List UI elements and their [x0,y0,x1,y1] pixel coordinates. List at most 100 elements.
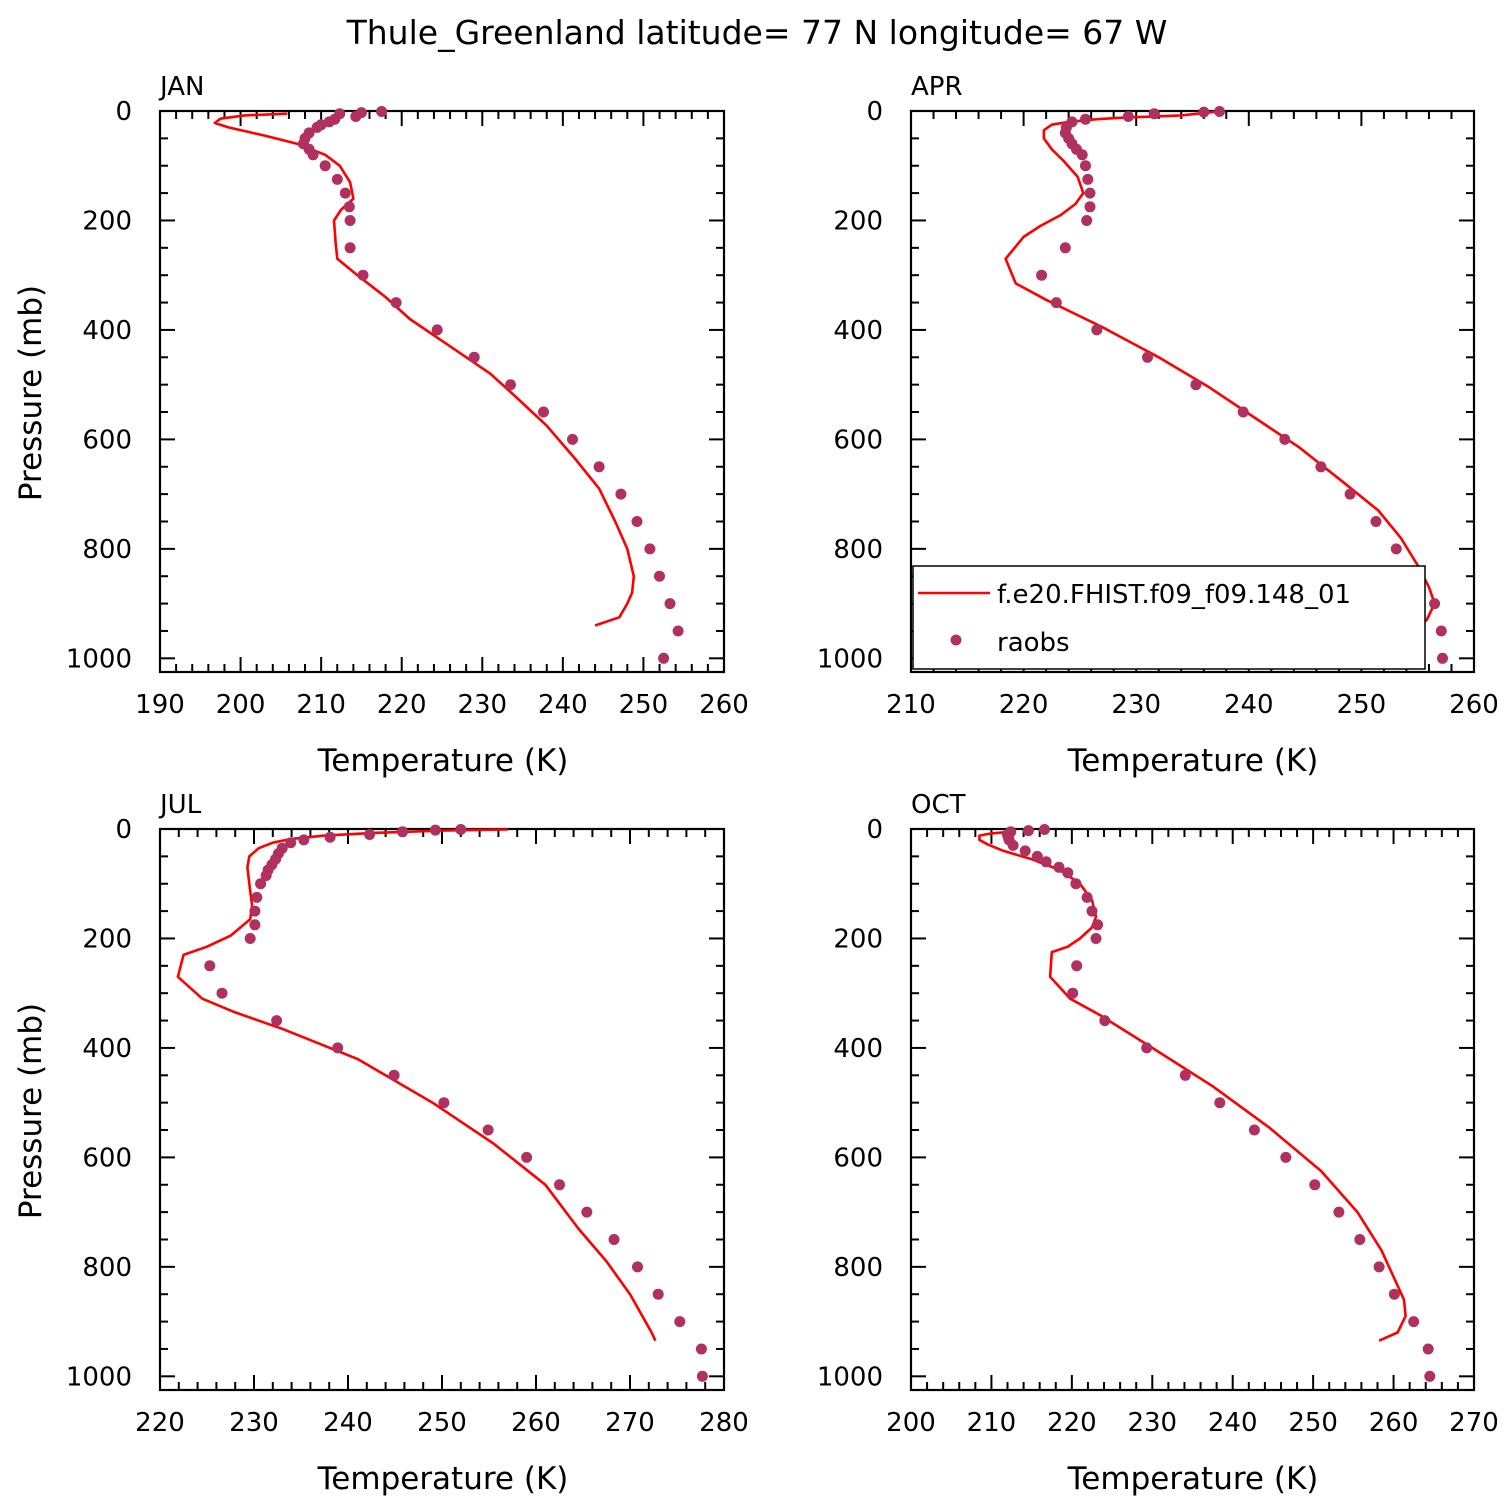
panel-label-jan: JAN [158,72,204,102]
y-tick-label-apr: 800 [833,535,883,565]
y-axis-title-jan: Pressure (mb) [13,285,49,501]
y-tick-label-jan: 800 [82,535,132,565]
raobs-point-oct [1090,933,1102,944]
raobs-point-jul [324,831,336,843]
x-tick-label-jan: 210 [296,690,346,720]
raobs-point-jan [319,160,331,172]
raobs-point-jul [364,829,376,840]
raobs-point-apr [1080,113,1091,125]
raobs-point-oct [1248,1124,1260,1136]
x-tick-label-jan: 230 [457,690,507,720]
raobs-point-apr [1091,324,1103,336]
raobs-point-jul [298,834,310,846]
legend-obs-label: raobs [997,628,1070,658]
raobs-point-jan [468,351,480,363]
raobs-point-jul [696,1370,708,1382]
raobs-point-apr [1076,149,1088,161]
x-tick-label-jan: 220 [377,690,427,720]
raobs-point-apr [1036,269,1048,281]
y-tick-label-jan: 200 [82,206,132,236]
main-title: Thule_Greenland latitude= 77 N longitude… [346,13,1168,52]
raobs-point-oct [1070,878,1082,890]
raobs-point-jul [554,1179,565,1191]
raobs-point-apr [1050,297,1062,309]
raobs-point-jul [271,1015,283,1027]
raobs-point-apr [1084,201,1096,213]
y-tick-label-oct: 1000 [817,1362,883,1392]
raobs-point-oct [1333,1206,1345,1218]
raobs-point-apr [1214,106,1225,117]
plot-frame-oct [909,827,1476,1392]
raobs-point-apr [1198,106,1210,118]
panel-oct: OCT Temperature (K) 200 210 220 230 240 250 26… [817,790,1499,1497]
raobs-point-jul [455,824,467,835]
raobs-point-jul [632,1261,643,1273]
raobs-point-oct [1214,1097,1226,1109]
x-tick-label-jul: 260 [511,1408,561,1438]
raobs-point-jul [652,1288,664,1300]
y-tick-label-oct: 600 [833,1143,883,1173]
x-tick-label-oct: 200 [886,1408,936,1438]
raobs-point-jan [311,121,323,133]
raobs-point-jan [631,516,643,527]
raobs-point-oct [1086,905,1098,917]
x-tick-label-jul: 240 [323,1408,373,1438]
y-tick-label-oct: 200 [833,924,883,954]
raobs-point-oct [1040,856,1052,868]
legend-marker-swatch [950,634,962,646]
y-tick-label-apr: 400 [833,316,883,346]
y-tick-label-jan: 400 [82,316,132,346]
raobs-point-oct [1388,1288,1400,1300]
raobs-point-apr [1084,187,1096,199]
y-tick-label-apr: 600 [833,425,883,455]
raobs-point-jan [567,433,578,445]
raobs-point-oct [1007,839,1019,851]
x-axis-title-apr: Temperature (K) [1067,743,1319,779]
raobs-point-jan [672,625,684,637]
raobs-point-oct [1408,1316,1420,1328]
x-tick-label-jan: 240 [538,690,588,720]
x-tick-label-jul: 220 [135,1408,185,1438]
raobs-point-apr [1059,242,1071,254]
raobs-point-jan [357,269,369,281]
raobs-point-jul [216,987,228,999]
raobs-point-apr [1081,215,1093,226]
y-tick-label-apr: 0 [866,97,883,127]
raobs-point-oct [1081,891,1093,903]
plot-frame-jan [158,109,726,674]
panel-label-jul: JUL [158,790,202,820]
raobs-point-jul [608,1234,620,1245]
x-tick-label-jan: 250 [619,690,669,720]
x-tick-label-oct: 270 [1449,1408,1499,1438]
x-tick-label-oct: 230 [1127,1408,1177,1438]
raobs-point-apr [1122,111,1134,122]
raobs-point-jan [343,201,355,213]
raobs-point-oct [1141,1042,1153,1054]
raobs-point-jan [644,543,656,555]
x-tick-label-apr: 220 [999,690,1049,720]
x-axis-title-jan: Temperature (K) [317,743,569,779]
plot-frame-apr [909,109,1476,674]
x-tick-label-apr: 260 [1449,690,1499,720]
x-tick-label-oct: 250 [1288,1408,1338,1438]
raobs-point-jul [397,826,408,838]
raobs-point-jul [255,878,267,890]
raobs-point-oct [1422,1343,1434,1355]
raobs-point-oct [1280,1151,1292,1163]
raobs-point-jul [388,1069,400,1081]
x-tick-label-jan: 260 [699,690,749,720]
raobs-point-oct [1099,1015,1111,1027]
y-tick-label-jul: 600 [82,1143,132,1173]
raobs-point-oct [1067,987,1079,999]
panel-jul: JUL Temperature (K) Pressure (mb) 220 230… [13,790,749,1497]
x-tick-label-jul: 280 [699,1408,749,1438]
raobs-point-jul [674,1316,686,1328]
raobs-point-oct [1022,825,1034,837]
raobs-point-jul [438,1097,450,1109]
raobs-point-jul [482,1124,494,1136]
raobs-point-apr [1344,488,1356,500]
raobs-point-jul [521,1151,533,1163]
raobs-point-jan [593,461,605,473]
y-tick-label-jul: 800 [82,1253,132,1283]
